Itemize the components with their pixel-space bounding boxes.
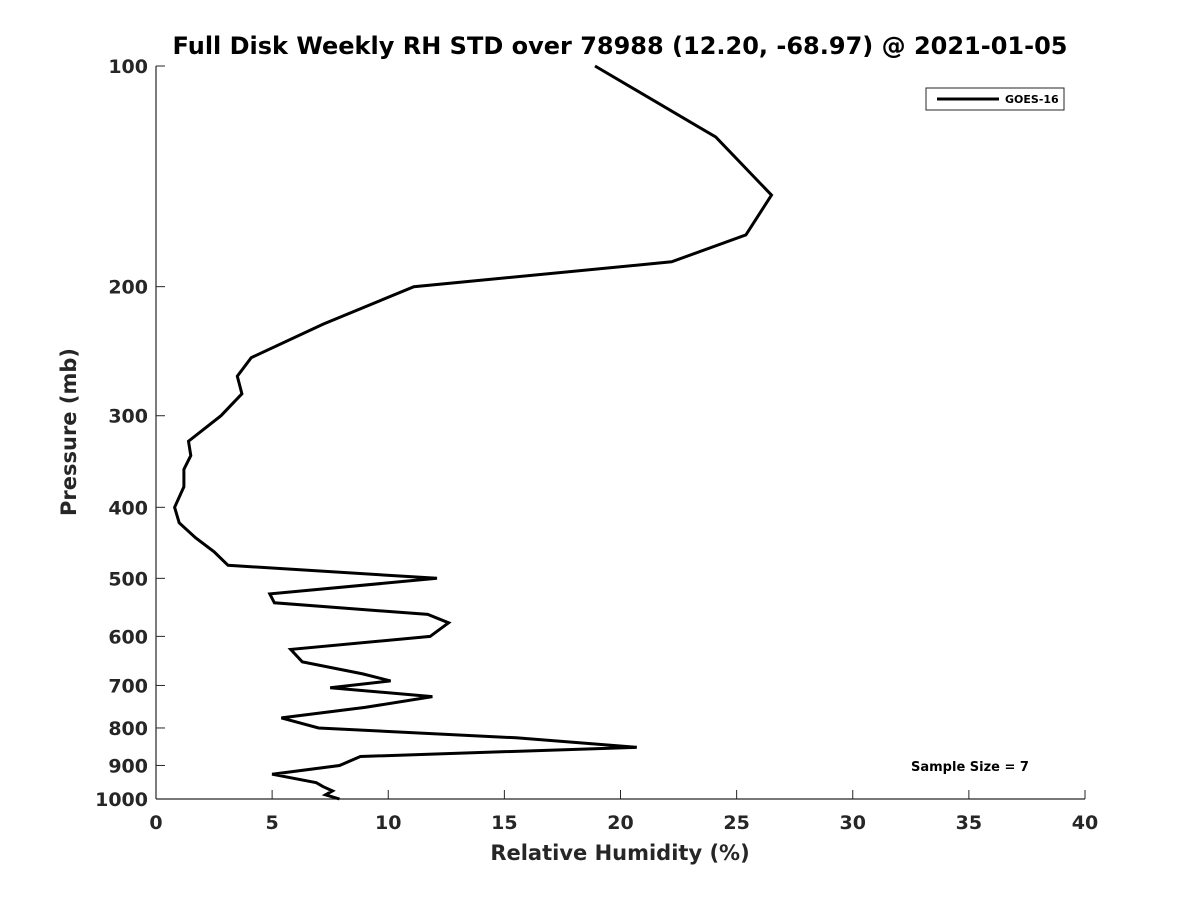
y-tick-label: 800 [108,718,148,740]
x-tick-label: 10 [375,812,401,834]
y-tick-label: 400 [108,497,148,519]
axes [155,66,1085,800]
legend: GOES-16 [925,87,1065,111]
y-tick-label: 600 [108,626,148,648]
y-tick-label: 200 [108,277,148,299]
x-tick-label: 25 [723,812,749,834]
x-tick-label: 0 [149,812,162,834]
x-axis-label: Relative Humidity (%) [490,841,749,865]
x-tick-label: 5 [266,812,279,834]
y-tick-label: 500 [108,568,148,590]
y-tick-label: 300 [108,406,148,428]
y-tick-label: 900 [108,755,148,777]
sample-size-annotation: Sample Size = 7 [911,760,1029,775]
x-tick-label: 20 [607,812,633,834]
y-tick-label: 700 [108,675,148,697]
x-tick-label: 30 [840,812,866,834]
y-axis-label: Pressure (mb) [57,348,81,516]
series-line-goes-16 [173,64,774,801]
x-tick-label: 40 [1072,812,1098,834]
legend-entry: GOES-16 [1005,93,1059,106]
ticks: 0 5 10 15 20 25 30 35 40 100 200 300 400 500 600 700 800… [95,56,1098,834]
y-tick-label: 1000 [95,789,148,811]
x-tick-label: 15 [491,812,517,834]
y-tick-label: 100 [108,56,148,78]
chart-title: Full Disk Weekly RH STD over 78988 (12.2… [173,32,1068,60]
x-tick-label: 35 [956,812,982,834]
